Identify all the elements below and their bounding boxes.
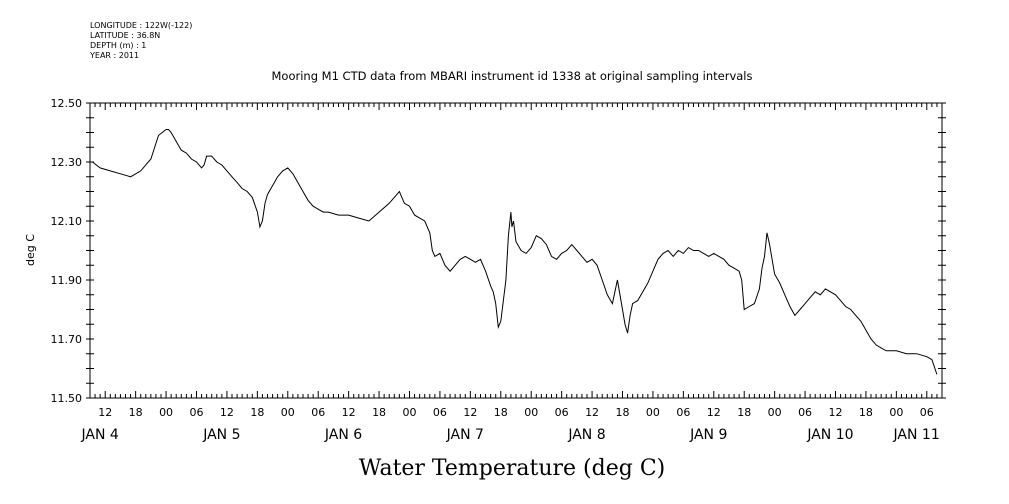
x-tick-label: 18 <box>859 406 873 419</box>
y-tick-label: 12.30 <box>51 156 83 169</box>
y-tick-label: 11.90 <box>51 274 83 287</box>
x-tick-label: 06 <box>190 406 204 419</box>
x-tick-label: 06 <box>920 406 934 419</box>
x-tick-label: 00 <box>281 406 295 419</box>
plot-frame <box>89 102 943 399</box>
x-axis: 12 18 00 06 12 18 00 06 12 18 00 06 12 18 00 06 12 18 00 06… <box>80 103 943 443</box>
x-tick-label: 12 <box>463 406 477 419</box>
y-axis-label: deg C <box>24 234 37 266</box>
x-tick-label: 12 <box>829 406 843 419</box>
y-tick-label: 11.50 <box>51 392 83 405</box>
x-day-label: JAN 7 <box>446 427 484 443</box>
header-metadata: LONGITUDE : 122W(-122) LATITUDE : 36.8N … <box>90 21 192 61</box>
x-tick-label: 18 <box>616 406 630 419</box>
x-day-label: JAN 4 <box>80 427 118 443</box>
x-tick-label: 12 <box>342 406 356 419</box>
x-tick-label: 18 <box>129 406 143 419</box>
x-day-label: JAN 8 <box>567 427 605 443</box>
x-tick-label: 00 <box>646 406 660 419</box>
x-tick-label: 06 <box>676 406 690 419</box>
x-tick-label: 00 <box>159 406 173 419</box>
x-day-label: JAN 5 <box>202 427 240 443</box>
x-axis-title: Water Temperature (deg C) <box>359 456 666 481</box>
x-tick-label: 00 <box>524 406 538 419</box>
x-tick-label: 12 <box>98 406 112 419</box>
y-tick-label: 12.50 <box>51 97 83 110</box>
y-tick-label: 11.70 <box>51 333 83 346</box>
latitude-text: LATITUDE : 36.8N <box>90 31 161 40</box>
year-text: YEAR : 2011 <box>90 51 140 60</box>
x-tick-label: 18 <box>737 406 751 419</box>
x-tick-label: 06 <box>311 406 325 419</box>
x-tick-label: 12 <box>585 406 599 419</box>
x-tick-label: 00 <box>889 406 903 419</box>
depth-text: DEPTH (m) : 1 <box>90 41 147 50</box>
y-tick-label: 12.10 <box>51 215 83 228</box>
x-day-label: JAN 11 <box>893 427 940 443</box>
x-tick-label: 00 <box>768 406 782 419</box>
chart-title: Mooring M1 CTD data from MBARI instrumen… <box>272 69 753 83</box>
longitude-text: LONGITUDE : 122W(-122) <box>90 21 193 30</box>
x-day-label: JAN 6 <box>324 427 362 443</box>
x-day-label: JAN 10 <box>806 427 853 443</box>
x-tick-label: 12 <box>220 406 234 419</box>
x-tick-label: 12 <box>707 406 721 419</box>
x-day-label: JAN 9 <box>689 427 727 443</box>
x-tick-label: 06 <box>555 406 569 419</box>
x-tick-label: 00 <box>403 406 417 419</box>
x-tick-label: 18 <box>250 406 264 419</box>
y-axis: 12.50 12.30 12.10 11.90 11.70 11.50 <box>51 97 946 405</box>
x-tick-label: 18 <box>372 406 386 419</box>
x-tick-label: 06 <box>433 406 447 419</box>
series-line-water-temperature <box>92 129 938 375</box>
x-tick-label: 18 <box>494 406 508 419</box>
x-tick-label: 06 <box>798 406 812 419</box>
